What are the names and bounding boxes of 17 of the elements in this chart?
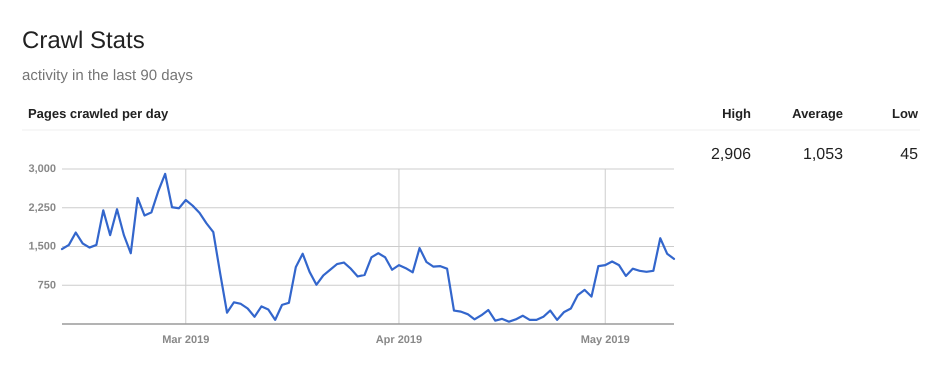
y-axis-title: Pages crawled per day [28,106,169,121]
x-tick-label: Mar 2019 [162,334,210,346]
y-tick-label: 750 [38,279,56,292]
y-tick-label: 2,250 [28,202,56,214]
text: Low [892,106,919,121]
line-series [60,172,676,323]
y-tick-label: 1,500 [28,240,56,252]
text: 45 [900,146,918,163]
chart-subtitle: activity in the last 90 days [22,67,193,84]
y-tick-label: 3,000 [28,163,56,175]
x-tick-label: Apr 2019 [376,334,422,346]
chart-title: Crawl Stats [22,27,145,54]
text: Average [792,106,843,121]
text: 2,906 [710,146,752,163]
text: High [722,106,752,121]
x-tick-label: May 2019 [580,334,630,346]
text: 1,053 [802,146,844,163]
